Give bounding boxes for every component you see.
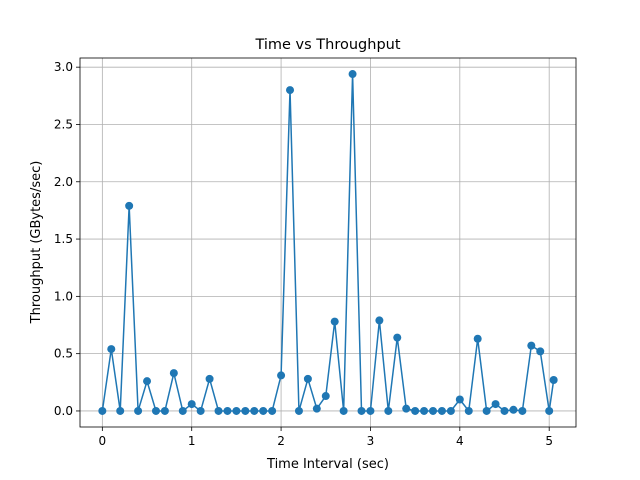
- x-tick-label: 5: [545, 434, 553, 448]
- data-point: [491, 400, 500, 409]
- x-axis-label: Time Interval (sec): [266, 457, 389, 472]
- data-point: [357, 406, 366, 415]
- data-point: [232, 406, 241, 415]
- data-point: [160, 406, 169, 415]
- tick-layer: 0 1 2 3 4 5 0.0 0.5 1.0 1.5 2.0 2.5 3.0: [54, 60, 553, 448]
- data-point: [446, 406, 455, 415]
- data-point: [348, 70, 357, 79]
- data-point: [402, 404, 411, 413]
- data-point: [196, 406, 205, 415]
- data-point: [268, 406, 277, 415]
- data-point: [393, 333, 402, 342]
- data-point: [303, 374, 312, 383]
- data-point: [549, 376, 558, 385]
- x-tick-label: 2: [277, 434, 285, 448]
- y-tick-label: 1.0: [54, 289, 73, 303]
- data-point: [143, 377, 152, 386]
- y-axis-label: Throughput (GBytes/sec): [29, 161, 44, 325]
- data-point: [366, 406, 375, 415]
- data-point: [286, 86, 295, 95]
- data-point: [518, 406, 527, 415]
- data-point: [214, 406, 223, 415]
- x-tick-label: 3: [367, 434, 375, 448]
- data-point: [420, 406, 429, 415]
- y-tick-label: 0.0: [54, 404, 73, 418]
- data-point: [429, 406, 438, 415]
- y-tick-label: 2.0: [54, 175, 73, 189]
- y-tick-label: 2.5: [54, 117, 73, 131]
- chart-title: Time vs Throughput: [254, 37, 400, 53]
- data-point: [169, 369, 178, 378]
- data-point: [178, 406, 187, 415]
- data-point: [482, 406, 491, 415]
- data-point: [151, 406, 160, 415]
- data-point: [509, 405, 518, 414]
- data-point: [241, 406, 250, 415]
- data-point: [473, 334, 482, 343]
- data-point: [259, 406, 268, 415]
- data-point: [277, 371, 286, 380]
- series-line: [101, 74, 555, 413]
- data-point: [500, 406, 509, 415]
- data-point: [455, 395, 464, 404]
- data-point: [339, 406, 348, 415]
- data-point: [223, 406, 232, 415]
- data-point: [536, 347, 545, 356]
- x-tick-label: 1: [188, 434, 196, 448]
- data-point: [107, 345, 116, 354]
- data-point: [312, 404, 321, 413]
- data-point: [545, 406, 554, 415]
- data-point: [384, 406, 393, 415]
- data-point: [411, 406, 420, 415]
- y-tick-label: 1.5: [54, 232, 73, 246]
- plot-frame: [79, 57, 577, 428]
- data-point: [125, 201, 134, 210]
- data-point: [205, 374, 214, 383]
- grid-lines: [80, 58, 576, 427]
- y-tick-label: 3.0: [54, 60, 73, 74]
- data-point: [527, 341, 536, 350]
- data-point: [98, 406, 107, 415]
- data-point: [134, 406, 143, 415]
- x-tick-label: 0: [99, 434, 107, 448]
- data-point: [437, 406, 446, 415]
- data-point: [464, 406, 473, 415]
- y-tick-label: 0.5: [54, 347, 73, 361]
- data-point: [116, 406, 125, 415]
- data-point: [294, 406, 303, 415]
- data-point: [321, 392, 330, 401]
- x-tick-label: 4: [456, 434, 464, 448]
- data-point: [187, 400, 196, 409]
- data-point: [375, 316, 384, 325]
- data-point: [330, 317, 339, 326]
- series-layer: [98, 70, 558, 415]
- data-point: [250, 406, 259, 415]
